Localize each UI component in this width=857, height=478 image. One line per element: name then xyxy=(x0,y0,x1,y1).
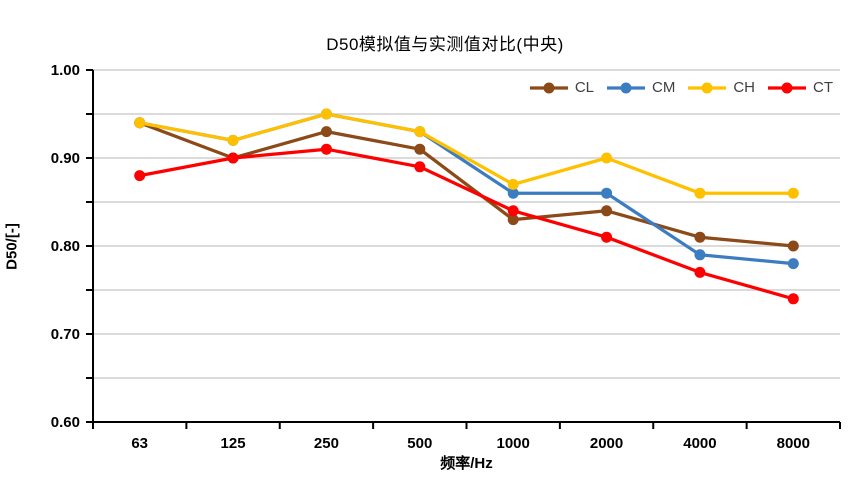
legend-label: CT xyxy=(813,79,833,96)
y-tick-label: 0.80 xyxy=(51,238,80,255)
series-marker-CH xyxy=(787,187,799,199)
series-marker-CT xyxy=(787,293,799,305)
x-tick-label: 125 xyxy=(221,435,246,452)
legend-item-CT: CT xyxy=(768,79,833,96)
x-tick-label: 250 xyxy=(314,435,339,452)
series-marker-CM xyxy=(601,187,613,199)
x-tick-label: 8000 xyxy=(777,435,810,452)
series-marker-CH xyxy=(320,108,332,120)
y-tick-label: 0.90 xyxy=(51,150,80,167)
chart-title: D50模拟值与实测值对比(中央) xyxy=(326,35,564,54)
series-marker-CL xyxy=(414,143,426,155)
series-marker-CL xyxy=(507,214,519,226)
x-tick-label: 500 xyxy=(407,435,432,452)
series-marker-CT xyxy=(320,143,332,155)
legend-marker-icon xyxy=(529,82,568,93)
series-marker-CT xyxy=(414,161,426,173)
series-marker-CL xyxy=(787,240,799,252)
legend-item-CL: CL xyxy=(529,79,594,96)
x-axis-title: 频率/Hz xyxy=(440,455,493,472)
series-marker-CT xyxy=(507,205,519,217)
series-marker-CM xyxy=(787,258,799,270)
series-marker-CT xyxy=(601,231,613,243)
legend-label: CL xyxy=(574,79,594,96)
x-tick-label: 63 xyxy=(131,435,148,452)
series-marker-CL xyxy=(694,231,706,243)
legend-marker-icon xyxy=(607,82,645,93)
series-marker-CL xyxy=(601,205,613,217)
series-marker-CH xyxy=(601,152,613,164)
series-marker-CM xyxy=(694,249,706,261)
legend: CL CM CH CT xyxy=(529,79,833,96)
x-tick-label: 2000 xyxy=(590,435,623,452)
series-line-CH xyxy=(139,112,794,195)
x-tick-label: 1000 xyxy=(497,435,530,452)
series-marker-CT xyxy=(227,152,239,164)
series-marker-CH xyxy=(694,187,706,199)
series-marker-CT xyxy=(134,170,146,182)
series-marker-CH xyxy=(507,178,519,190)
y-tick-label: 1.00 xyxy=(51,62,80,79)
y-tick-label: 0.60 xyxy=(51,414,80,431)
series-line-CL xyxy=(139,121,794,248)
series-marker-CM xyxy=(507,187,519,199)
series-marker-CH xyxy=(414,126,426,138)
legend-item-CH: CH xyxy=(688,79,755,96)
series-marker-CH xyxy=(227,134,239,146)
series-marker-CH xyxy=(134,117,146,129)
series-marker-CL xyxy=(320,126,332,138)
legend-marker-icon xyxy=(768,82,806,93)
legend-item-CM: CM xyxy=(607,79,675,96)
legend-label: CM xyxy=(652,79,676,96)
legend-marker-icon xyxy=(688,82,727,93)
series-line-CT xyxy=(139,147,794,301)
y-tick-label: 0.70 xyxy=(51,326,80,343)
x-tick-label: 4000 xyxy=(683,435,716,452)
legend-label: CH xyxy=(733,79,755,96)
series-marker-CT xyxy=(694,266,706,278)
